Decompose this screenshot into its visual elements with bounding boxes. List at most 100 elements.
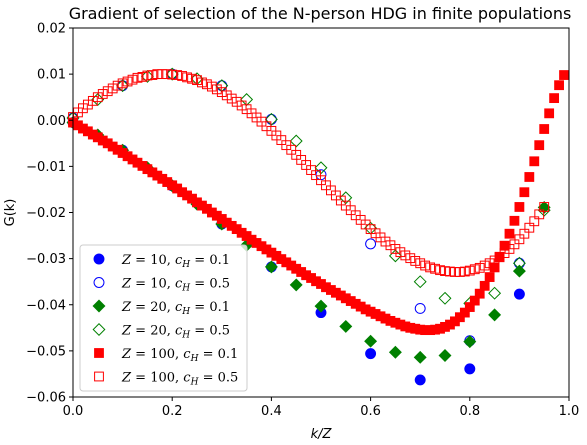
data-point [231, 96, 242, 107]
data-point [414, 302, 426, 314]
x-tick-label: 0.8 [459, 404, 480, 419]
legend-marker [92, 323, 106, 336]
data-point [464, 363, 476, 375]
data-point [365, 238, 377, 250]
y-tick-label: −0.01 [26, 160, 66, 175]
data-point [464, 302, 475, 312]
data-point [165, 67, 179, 81]
data-point [554, 80, 564, 91]
data-point [512, 264, 526, 278]
data-point [534, 209, 545, 220]
data-point [537, 203, 551, 217]
data-point [264, 260, 278, 274]
data-point [147, 70, 158, 80]
x-axis-label: k/Z [311, 427, 333, 442]
data-point [514, 202, 525, 212]
data-point [430, 263, 440, 274]
data-point [380, 236, 391, 247]
data-point [167, 69, 178, 80]
data-point [315, 169, 327, 181]
data-point [524, 222, 535, 233]
data-point [87, 95, 98, 106]
legend-label: Z = 10, cH = 0.5 [121, 277, 230, 294]
data-point [405, 253, 416, 264]
data-point [142, 70, 153, 81]
data-point [529, 216, 540, 227]
data-point [82, 99, 93, 110]
y-tick-label: −0.03 [26, 252, 66, 267]
data-point [388, 249, 402, 263]
data-point [117, 78, 128, 89]
data-point [107, 83, 118, 94]
data-point [240, 93, 254, 106]
data-point [559, 70, 569, 80]
legend-label: Z = 20, cH = 0.1 [121, 300, 230, 317]
data-point [122, 76, 133, 87]
data-point [236, 100, 247, 111]
data-point [479, 260, 490, 271]
data-point [494, 251, 505, 262]
y-tick-label: −0.02 [26, 206, 66, 221]
data-point [365, 348, 377, 360]
data-point [152, 69, 163, 80]
data-point [211, 84, 222, 95]
data-point [221, 90, 232, 101]
data-point [519, 187, 530, 198]
x-tick-label: 0.0 [63, 404, 84, 419]
data-point [524, 172, 535, 182]
data-point [187, 73, 197, 84]
data-point [488, 286, 502, 300]
tick-group: 0.0 0.2 0.4 0.6 0.8 1.0 0.02 0.01 0.00 −0.01 −0.02… [26, 22, 579, 420]
data-point [463, 335, 477, 349]
x-tick-label: 1.0 [559, 404, 580, 419]
data-point [454, 267, 465, 277]
data-point [182, 72, 192, 83]
data-point [410, 256, 421, 266]
data-point [445, 266, 455, 277]
y-tick-label: −0.05 [26, 344, 66, 359]
data-point [177, 71, 188, 81]
data-point [265, 113, 277, 125]
legend-marker [94, 371, 104, 382]
data-point [459, 307, 470, 318]
chart-title: Gradient of selection of the N-person HD… [69, 4, 572, 23]
legend-marker [93, 277, 105, 288]
data-point [509, 215, 520, 226]
data-point [512, 256, 526, 270]
data-point [276, 135, 287, 145]
x-tick-label: 0.6 [360, 404, 381, 419]
data-point [339, 319, 353, 333]
legend-label: Z = 10, cH = 0.1 [121, 253, 230, 270]
y-axis-label: G(k) [3, 199, 18, 227]
data-point [314, 161, 328, 175]
data-point [479, 280, 490, 291]
y-tick-label: 0.01 [37, 68, 66, 83]
data-point [534, 140, 545, 151]
legend-marker [93, 253, 105, 265]
data-point [435, 265, 445, 276]
data-point [415, 258, 426, 269]
data-point [459, 266, 470, 277]
data-point [316, 175, 326, 186]
data-point [440, 266, 450, 276]
data-point [539, 202, 550, 212]
data-point [400, 250, 411, 261]
data-point [488, 308, 502, 322]
data-point [286, 144, 297, 155]
data-point [197, 77, 207, 88]
legend-marker [94, 348, 104, 358]
data-point [345, 205, 356, 216]
data-point [192, 75, 202, 86]
legend: Z = 10, cH = 0.1 Z = 10, cH = 0.5 Z = 20, … [79, 244, 248, 392]
data-point [216, 80, 228, 92]
data-point [301, 160, 312, 170]
data-point [519, 228, 530, 239]
data-point [509, 239, 520, 250]
data-point [469, 264, 480, 275]
data-point [438, 349, 452, 362]
legend-label: Z = 100, cH = 0.5 [121, 371, 238, 388]
data-point [364, 334, 378, 348]
data-point [489, 255, 500, 266]
data-point [544, 108, 555, 119]
